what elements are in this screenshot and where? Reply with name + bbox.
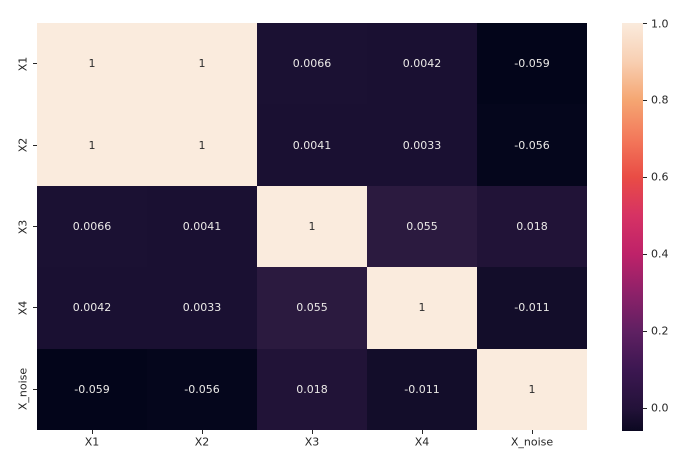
heatmap-cell-X_noise-X2: -0.056 xyxy=(147,348,257,430)
colorbar-tick-label-0.0: 0.0 xyxy=(651,401,669,415)
cell-annotation: 1 xyxy=(308,219,316,233)
y-tick-label-X_noise: X_noise xyxy=(16,368,30,411)
x-tick-mark xyxy=(201,430,203,434)
x-tick-label-X4: X4 xyxy=(414,435,430,449)
y-tick-label-X2: X2 xyxy=(16,137,30,153)
colorbar-tick-label-1.0: 1.0 xyxy=(651,17,669,31)
y-tick-mark xyxy=(33,388,37,390)
cell-annotation: -0.059 xyxy=(514,57,550,71)
y-tick-mark xyxy=(33,63,37,65)
y-tick-label-X1: X1 xyxy=(16,56,30,71)
colorbar-tick-label-0.4: 0.4 xyxy=(651,247,669,261)
cell-annotation: 1 xyxy=(88,57,96,71)
cell-annotation: 1 xyxy=(198,138,206,152)
y-tick-label-X3: X3 xyxy=(16,219,30,234)
x-tick-label-X2: X2 xyxy=(194,435,210,449)
cell-annotation: -0.011 xyxy=(514,301,550,315)
cell-annotation: -0.011 xyxy=(404,382,440,396)
heatmap-cell-X3-X_noise: 0.018 xyxy=(477,185,587,268)
colorbar-tick-label-0.2: 0.2 xyxy=(651,324,669,338)
heatmap-cell-X_noise-X1: -0.059 xyxy=(37,348,147,430)
heatmap-cell-X1-X_noise: -0.059 xyxy=(477,23,587,105)
heatmap-cell-X4-X_noise: -0.011 xyxy=(477,267,587,349)
y-tick-mark xyxy=(33,226,37,227)
colorbar-tick-label-0.6: 0.6 xyxy=(651,170,669,184)
cell-annotation: 0.0066 xyxy=(292,57,332,71)
cell-annotation: 0.0066 xyxy=(72,219,112,233)
heatmap-cell-X2-X3: 0.0041 xyxy=(257,104,367,186)
heatmap-cell-X4-X4: 1 xyxy=(367,267,477,349)
colorbar xyxy=(622,23,643,431)
cell-annotation: 0.0042 xyxy=(402,57,442,71)
x-tick-label-X_noise: X_noise xyxy=(510,435,554,449)
heatmap-cell-X2-X2: 1 xyxy=(147,104,257,186)
heatmap-cell-X_noise-X_noise: 1 xyxy=(477,348,587,430)
heatmap-cell-X3-X4: 0.055 xyxy=(367,185,477,268)
heatmap-cell-X_noise-X4: -0.011 xyxy=(367,348,477,430)
colorbar-tick-mark xyxy=(643,176,647,178)
colorbar-tick-mark xyxy=(643,407,647,409)
heatmap-cell-X2-X4: 0.0033 xyxy=(367,104,477,186)
heatmap-cell-X2-X1: 1 xyxy=(37,104,147,186)
cell-annotation: 0.0033 xyxy=(402,138,442,152)
cell-annotation: 0.0041 xyxy=(292,138,332,152)
heatmap-cell-X3-X2: 0.0041 xyxy=(147,185,257,268)
x-tick-mark xyxy=(91,430,93,434)
heatmap-cell-X1-X2: 1 xyxy=(147,23,257,105)
heatmap-cell-X1-X1: 1 xyxy=(37,23,147,105)
x-tick-mark xyxy=(421,430,423,434)
cell-annotation: -0.059 xyxy=(74,382,110,396)
y-tick-mark xyxy=(33,144,37,146)
heatmap-cell-X1-X4: 0.0042 xyxy=(367,23,477,105)
colorbar-tick-mark xyxy=(643,23,647,25)
heatmap-cell-X3-X3: 1 xyxy=(257,185,367,268)
cell-annotation: 0.055 xyxy=(296,301,328,315)
y-tick-mark xyxy=(33,307,37,309)
heatmap-cell-X1-X3: 0.0066 xyxy=(257,23,367,105)
cell-annotation: 0.055 xyxy=(406,219,438,233)
cell-annotation: 0.018 xyxy=(296,382,328,396)
x-tick-mark xyxy=(311,430,313,434)
cell-annotation: 1 xyxy=(418,301,426,315)
x-tick-mark xyxy=(531,430,533,434)
cell-annotation: -0.056 xyxy=(514,138,550,152)
colorbar-tick-label-0.8: 0.8 xyxy=(651,93,669,107)
colorbar-tick-mark xyxy=(643,253,647,255)
colorbar-tick-mark xyxy=(643,330,647,332)
cell-annotation: 1 xyxy=(88,138,96,152)
cell-annotation: 1 xyxy=(528,382,536,396)
heatmap-cell-X_noise-X3: 0.018 xyxy=(257,348,367,430)
cell-annotation: 0.0033 xyxy=(182,301,222,315)
cell-annotation: 0.018 xyxy=(516,219,548,233)
heatmap-cell-X3-X1: 0.0066 xyxy=(37,185,147,268)
heatmap-cell-X4-X1: 0.0042 xyxy=(37,267,147,349)
y-tick-label-X4: X4 xyxy=(16,300,30,316)
x-tick-label-X1: X1 xyxy=(84,435,100,449)
heatmap-cell-X4-X2: 0.0033 xyxy=(147,267,257,349)
x-tick-label-X3: X3 xyxy=(304,435,320,449)
heatmap-plot: 1 1 0.0066 0.0042 -0.059 1 1 0.0041 0.0033 -0.056… xyxy=(37,23,587,430)
cell-annotation: 1 xyxy=(198,57,206,71)
colorbar-tick-mark xyxy=(643,99,647,101)
heatmap-cell-X2-X_noise: -0.056 xyxy=(477,104,587,186)
cell-annotation: 0.0041 xyxy=(182,219,222,233)
cell-annotation: 0.0042 xyxy=(72,301,112,315)
cell-annotation: -0.056 xyxy=(184,382,220,396)
heatmap-cell-X4-X3: 0.055 xyxy=(257,267,367,349)
